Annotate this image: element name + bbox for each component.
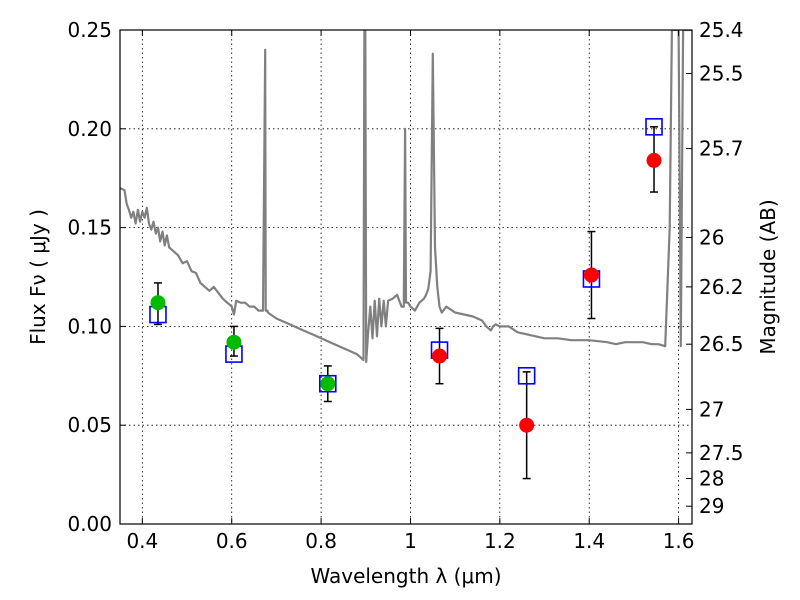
y-tick-label: 0.15	[67, 216, 112, 240]
right-tick-label: 28	[699, 467, 724, 491]
right-tick-label: 26	[699, 225, 724, 249]
observed-flux-point	[519, 417, 535, 433]
x-tick-label: 0.8	[305, 529, 337, 553]
model-spectrum-line	[120, 30, 692, 364]
x-tick-label: 1	[404, 529, 417, 553]
right-tick-label: 27	[699, 397, 724, 421]
right-tick-label: 29	[699, 494, 724, 518]
y-tick-label: 0.25	[67, 18, 112, 42]
observed-flux-point	[646, 152, 662, 168]
x-tick-label: 1.2	[484, 529, 516, 553]
model-flux-square	[517, 366, 536, 385]
model-flux-square	[645, 118, 663, 136]
plot-frame	[119, 29, 693, 525]
plot-area	[120, 30, 692, 480]
right-tick-label: 25.4	[699, 18, 744, 42]
x-tick-label: 0.6	[216, 529, 248, 553]
axes: 0.4 0.6 0.8 1 1.2 1.4 1.6 0.00 0.05 0.10 0.15 0.20 0…	[67, 18, 743, 553]
observed-flux-point	[150, 295, 166, 311]
right-tick-label: 26.5	[699, 332, 744, 356]
y-tick-label: 0.05	[67, 413, 112, 437]
observed-flux-point	[432, 348, 448, 364]
right-tick-label: 25.5	[699, 61, 744, 85]
right-axis-label: Magnitude (AB)	[756, 199, 780, 354]
observed-flux-point	[583, 267, 599, 283]
observed-flux-point	[226, 334, 242, 350]
x-axis-label: Wavelength λ (μm)	[310, 564, 501, 588]
x-tick-label: 0.4	[126, 529, 158, 553]
observed-flux-point	[320, 376, 336, 392]
y-tick-label: 0.00	[67, 512, 112, 536]
x-tick-label: 1.4	[573, 529, 605, 553]
y-tick-label: 0.10	[67, 314, 112, 338]
y-tick-label: 0.20	[67, 117, 112, 141]
right-tick-label: 25.7	[699, 137, 744, 161]
x-tick-label: 1.6	[663, 529, 695, 553]
y-axis-label: Flux Fν ( μJy )	[26, 209, 50, 345]
right-tick-label: 27.5	[699, 441, 744, 465]
right-tick-label: 26.2	[699, 275, 744, 299]
model-flux-square	[318, 374, 337, 393]
